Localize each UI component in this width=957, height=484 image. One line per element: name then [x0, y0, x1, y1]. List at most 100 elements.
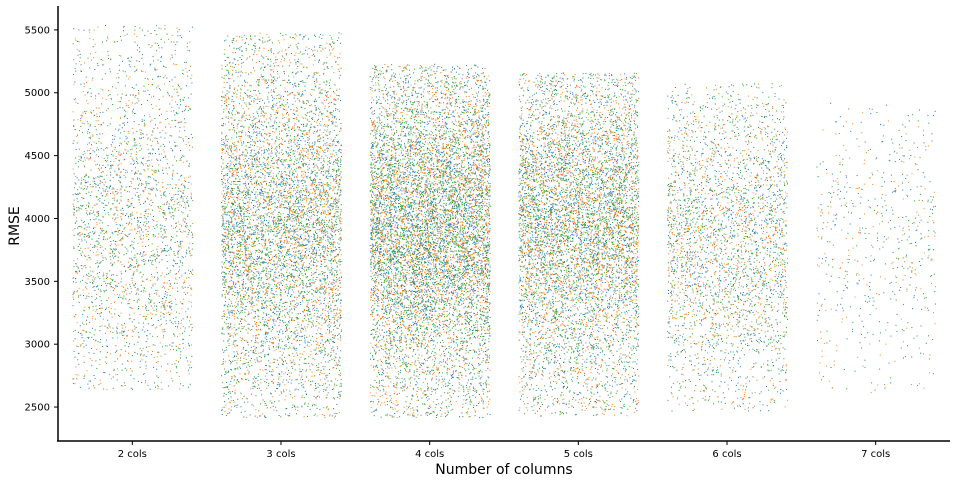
data-point	[235, 170, 236, 171]
data-point	[119, 145, 120, 146]
data-point	[144, 86, 145, 87]
data-point	[293, 347, 294, 348]
data-point	[153, 324, 154, 325]
data-point	[119, 175, 120, 176]
data-point	[297, 48, 298, 49]
data-point	[290, 135, 291, 136]
data-point	[74, 173, 75, 174]
data-point	[185, 294, 186, 295]
data-point	[105, 196, 106, 197]
data-point	[181, 323, 182, 324]
data-point	[222, 254, 223, 255]
data-point	[136, 70, 137, 71]
data-point	[113, 287, 114, 288]
data-point	[160, 146, 161, 147]
data-point	[171, 236, 172, 237]
data-point	[252, 96, 253, 97]
data-point	[106, 308, 107, 309]
data-point	[141, 183, 142, 184]
data-point	[102, 222, 103, 223]
data-point	[73, 281, 74, 282]
data-point	[121, 279, 122, 280]
data-point	[140, 361, 141, 362]
data-point	[334, 99, 335, 100]
data-point	[307, 119, 308, 120]
data-point	[295, 151, 296, 152]
data-point	[109, 187, 110, 188]
data-point	[228, 241, 229, 242]
data-point	[250, 224, 251, 225]
data-point	[322, 192, 323, 193]
data-point	[74, 215, 75, 216]
data-point	[323, 74, 324, 75]
data-point	[102, 195, 103, 196]
data-point	[186, 253, 187, 254]
data-point	[247, 150, 248, 151]
data-point	[319, 392, 320, 393]
data-point	[73, 206, 74, 207]
data-point	[260, 177, 261, 178]
data-point	[246, 350, 247, 351]
data-point	[76, 282, 77, 283]
data-point	[282, 173, 283, 174]
data-point	[172, 100, 173, 101]
data-point	[302, 154, 303, 155]
data-point	[115, 285, 116, 286]
data-point	[89, 137, 90, 138]
data-point	[120, 240, 121, 241]
data-point	[115, 213, 116, 214]
data-point	[297, 190, 298, 191]
data-point	[73, 277, 74, 278]
data-point	[86, 332, 87, 333]
data-point	[119, 152, 120, 153]
data-point	[183, 162, 184, 163]
data-point	[172, 208, 173, 209]
data-point	[319, 84, 320, 85]
data-point	[152, 174, 153, 175]
data-point	[148, 169, 149, 170]
data-point	[259, 388, 260, 389]
data-point	[189, 335, 190, 336]
data-point	[242, 299, 243, 300]
data-point	[296, 223, 297, 224]
data-point	[228, 186, 229, 187]
data-point	[188, 370, 189, 371]
data-point	[98, 219, 99, 220]
data-point	[258, 91, 259, 92]
data-point	[335, 289, 336, 290]
data-point	[88, 337, 89, 338]
data-point	[127, 34, 128, 35]
data-point	[160, 325, 161, 326]
data-point	[136, 259, 137, 260]
data-point	[137, 231, 138, 232]
data-point	[105, 248, 106, 249]
data-point	[223, 311, 224, 312]
data-point	[100, 112, 101, 113]
data-point	[253, 277, 254, 278]
data-point	[106, 232, 107, 233]
data-point	[123, 169, 124, 170]
data-point	[340, 162, 341, 163]
data-point	[264, 113, 265, 114]
data-point	[100, 290, 101, 291]
data-point	[165, 218, 166, 219]
data-point	[147, 198, 148, 199]
data-point	[95, 205, 96, 206]
data-point	[331, 112, 332, 113]
data-point	[298, 318, 299, 319]
data-point	[191, 295, 192, 296]
data-point	[124, 110, 125, 111]
data-point	[164, 204, 165, 205]
data-point	[246, 104, 247, 105]
data-point	[145, 380, 146, 381]
data-point	[278, 272, 279, 273]
data-point	[87, 144, 88, 145]
data-point	[320, 245, 321, 246]
data-point	[297, 340, 298, 341]
data-point	[316, 210, 317, 211]
data-point	[224, 198, 225, 199]
data-point	[269, 301, 270, 302]
data-point	[138, 185, 139, 186]
data-point	[135, 97, 136, 98]
data-point	[154, 277, 155, 278]
